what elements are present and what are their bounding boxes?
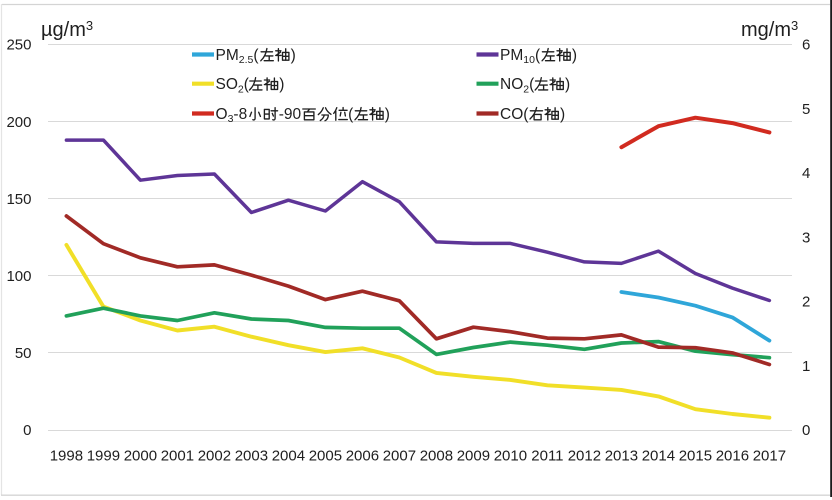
svg-text:mg/m3: mg/m3: [741, 18, 798, 41]
svg-text:0: 0: [802, 422, 810, 439]
svg-text:1998: 1998: [50, 448, 83, 465]
svg-text:): ): [572, 47, 577, 64]
svg-text:50: 50: [15, 345, 32, 362]
svg-text:SO2(: SO2(: [216, 76, 250, 95]
svg-text:(: (: [348, 106, 354, 123]
svg-text:3: 3: [802, 229, 810, 246]
svg-text:2012: 2012: [568, 448, 601, 465]
svg-text:2017: 2017: [753, 448, 786, 465]
svg-text:2009: 2009: [457, 448, 490, 465]
svg-text:2005: 2005: [309, 448, 342, 465]
svg-text:200: 200: [6, 114, 31, 131]
svg-text:): ): [565, 76, 570, 93]
svg-text:2001: 2001: [161, 448, 194, 465]
svg-text:): ): [291, 47, 296, 64]
svg-text:-90: -90: [279, 106, 302, 123]
svg-text:0: 0: [23, 422, 31, 439]
svg-text:100: 100: [6, 268, 31, 285]
svg-text:250: 250: [6, 37, 31, 54]
svg-text:2011: 2011: [531, 448, 563, 465]
svg-text:5: 5: [802, 101, 810, 118]
svg-text:2002: 2002: [198, 448, 231, 465]
svg-text:4: 4: [802, 165, 810, 182]
svg-text:6: 6: [802, 37, 810, 54]
svg-text:2007: 2007: [383, 448, 416, 465]
svg-text:2006: 2006: [346, 448, 379, 465]
svg-text:2015: 2015: [679, 448, 712, 465]
svg-text:µg/m3: µg/m3: [41, 18, 93, 41]
svg-text:2003: 2003: [235, 448, 268, 465]
svg-text:2004: 2004: [272, 448, 305, 465]
svg-text:2014: 2014: [642, 448, 675, 465]
svg-text:PM10(: PM10(: [500, 47, 541, 66]
svg-text:150: 150: [6, 191, 31, 208]
svg-text:O3-8: O3-8: [216, 106, 248, 125]
svg-text:2: 2: [802, 294, 810, 311]
svg-text:2010: 2010: [494, 448, 527, 465]
svg-text:2000: 2000: [124, 448, 157, 465]
svg-text:2016: 2016: [716, 448, 749, 465]
svg-text:CO(: CO(: [500, 106, 529, 123]
svg-text:): ): [560, 106, 565, 123]
svg-text:): ): [279, 76, 284, 93]
svg-text:2013: 2013: [605, 448, 638, 465]
svg-text:1999: 1999: [87, 448, 120, 465]
svg-text:NO2(: NO2(: [500, 76, 535, 95]
svg-text:PM2.5(: PM2.5(: [216, 47, 260, 66]
svg-text:): ): [385, 106, 390, 123]
svg-text:1: 1: [802, 358, 810, 375]
svg-text:2008: 2008: [420, 448, 453, 465]
